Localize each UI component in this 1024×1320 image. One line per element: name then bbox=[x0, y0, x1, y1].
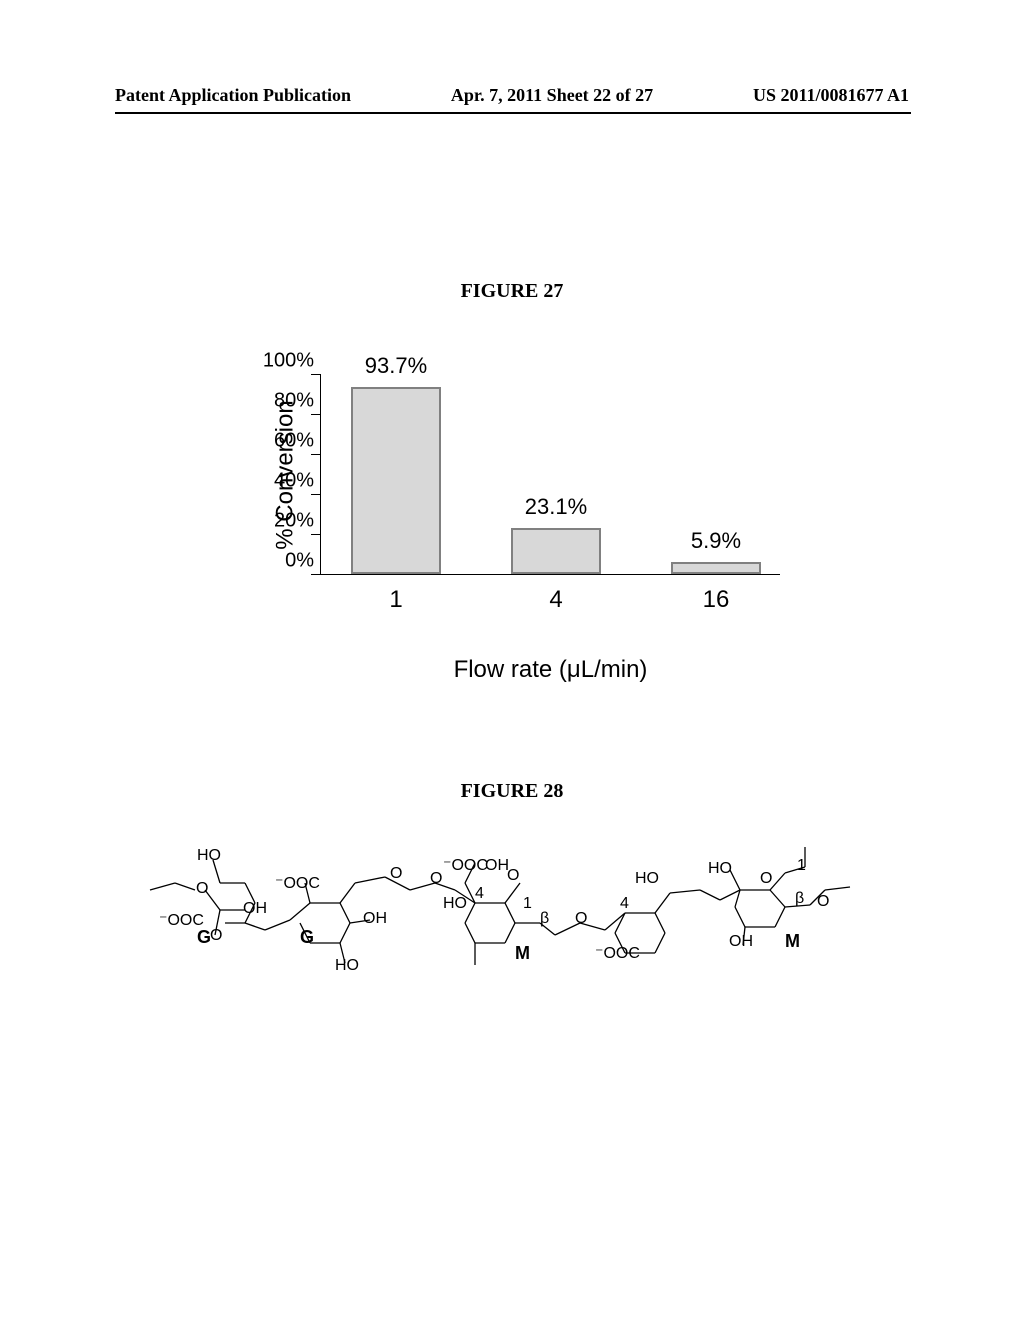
chem-label: O bbox=[430, 870, 442, 888]
ytick bbox=[311, 574, 321, 576]
chem-label: OH bbox=[243, 900, 267, 918]
chem-label-g: G bbox=[197, 927, 211, 948]
chem-label: OH bbox=[363, 910, 387, 928]
chem-label: β bbox=[795, 890, 804, 908]
ytick-label: 80% bbox=[259, 390, 314, 413]
ytick-label: 0% bbox=[259, 550, 314, 573]
chem-label: O bbox=[196, 880, 208, 898]
chem-label: O bbox=[575, 910, 587, 928]
chem-label: HO bbox=[635, 870, 659, 888]
figure-28-title: FIGURE 28 bbox=[0, 780, 1024, 803]
ytick bbox=[311, 534, 321, 536]
chem-label: 4 bbox=[620, 895, 629, 913]
chem-label: 1 bbox=[797, 857, 806, 875]
bar-value-label: 5.9% bbox=[656, 528, 776, 554]
chem-label: O bbox=[760, 870, 772, 888]
bar-value-label: 93.7% bbox=[336, 353, 456, 379]
bar-category-label: 4 bbox=[506, 586, 606, 614]
chem-label-m: M bbox=[785, 931, 800, 952]
ytick bbox=[311, 454, 321, 456]
header-right: US 2011/0081677 A1 bbox=[753, 85, 909, 106]
chem-label: 1 bbox=[523, 895, 532, 913]
ytick-label: 20% bbox=[259, 510, 314, 533]
x-axis-title: Flow rate (μL/min) bbox=[454, 656, 648, 684]
plot-area: % Conversion Flow rate (μL/min) 0% 20% 4… bbox=[320, 375, 780, 575]
chem-label: O bbox=[210, 927, 222, 945]
header-rule bbox=[115, 112, 911, 114]
bar-category-label: 16 bbox=[666, 586, 766, 614]
ytick bbox=[311, 414, 321, 416]
chem-label: HO bbox=[335, 957, 359, 975]
figure-27-title: FIGURE 27 bbox=[0, 280, 1024, 303]
ytick-label: 60% bbox=[259, 430, 314, 453]
chem-label: HO bbox=[708, 860, 732, 878]
header-middle: Apr. 7, 2011 Sheet 22 of 27 bbox=[451, 85, 653, 106]
chem-label: O bbox=[507, 867, 519, 885]
chem-label: O bbox=[817, 893, 829, 911]
chem-label: ⁻OOC bbox=[275, 873, 320, 893]
chem-label: OH bbox=[729, 933, 753, 951]
header-left: Patent Application Publication bbox=[115, 85, 351, 106]
chem-label: O bbox=[390, 865, 402, 883]
chem-label-g: G bbox=[300, 927, 314, 948]
chem-label: β bbox=[540, 910, 549, 928]
bar-16 bbox=[671, 562, 761, 574]
bar-category-label: 1 bbox=[346, 586, 446, 614]
chem-label: HO bbox=[197, 847, 221, 865]
chem-label: HO bbox=[443, 895, 467, 913]
chem-label-m: M bbox=[515, 943, 530, 964]
chem-label: OH bbox=[485, 857, 509, 875]
chem-label: ⁻OOC bbox=[595, 943, 640, 963]
chemical-structure: HO O OH ⁻OOC G O ⁻OOC G OH O O HO ⁻OOC O… bbox=[145, 835, 890, 985]
bar-4 bbox=[511, 528, 601, 574]
bar-value-label: 23.1% bbox=[496, 494, 616, 520]
ytick bbox=[311, 494, 321, 496]
chem-label: ⁻OOC bbox=[443, 855, 488, 875]
ytick bbox=[311, 374, 321, 376]
page-header: Patent Application Publication Apr. 7, 2… bbox=[0, 85, 1024, 106]
ytick-label: 100% bbox=[259, 350, 314, 373]
chem-label: 4 bbox=[475, 885, 484, 903]
bar-1 bbox=[351, 387, 441, 574]
ytick-label: 40% bbox=[259, 470, 314, 493]
conversion-chart: % Conversion Flow rate (μL/min) 0% 20% 4… bbox=[235, 335, 800, 625]
